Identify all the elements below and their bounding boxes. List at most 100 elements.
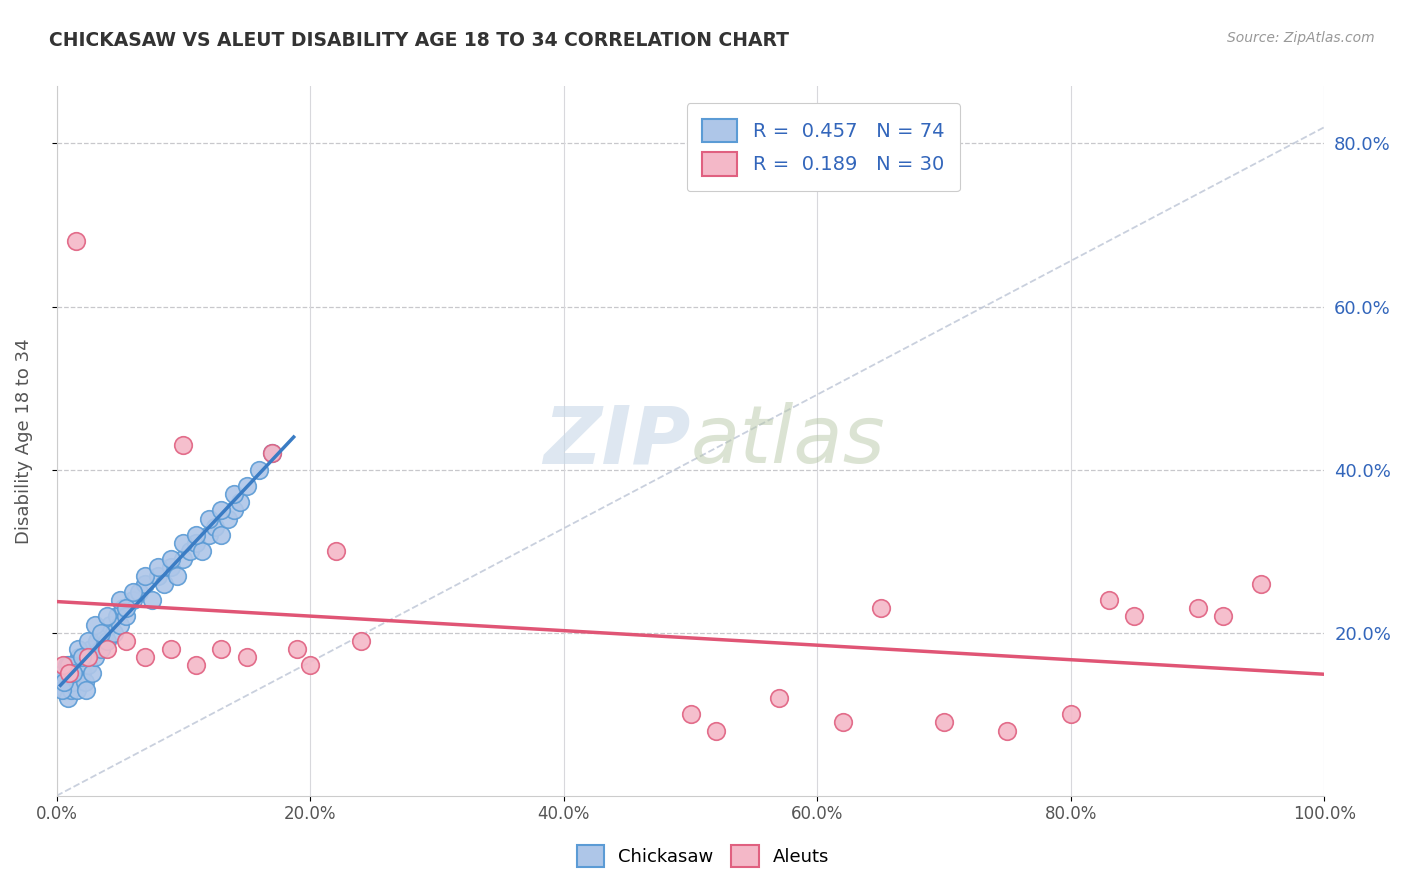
Point xyxy=(197,528,219,542)
Point xyxy=(111,601,134,615)
Point xyxy=(287,642,309,657)
Point xyxy=(65,234,87,248)
Point xyxy=(75,682,97,697)
Point xyxy=(82,666,104,681)
Point xyxy=(209,503,232,517)
Point xyxy=(262,446,284,460)
Point xyxy=(67,650,90,665)
Point xyxy=(53,674,76,689)
Point xyxy=(153,576,176,591)
Point xyxy=(262,446,284,460)
Point xyxy=(204,519,226,533)
Point xyxy=(58,658,80,673)
Point xyxy=(128,585,150,599)
Point xyxy=(73,674,96,689)
Point xyxy=(197,511,219,525)
Point xyxy=(159,552,181,566)
Point xyxy=(65,666,87,681)
Point xyxy=(115,601,138,615)
Point xyxy=(98,617,121,632)
Point xyxy=(121,585,143,599)
Point xyxy=(76,650,98,665)
Point xyxy=(86,633,108,648)
Point xyxy=(83,617,105,632)
Point xyxy=(107,609,129,624)
Point xyxy=(59,682,82,697)
Point xyxy=(184,536,207,550)
Y-axis label: Disability Age 18 to 34: Disability Age 18 to 34 xyxy=(15,338,32,544)
Point xyxy=(115,609,138,624)
Point xyxy=(108,617,131,632)
Point xyxy=(90,642,112,657)
Point xyxy=(77,658,100,673)
Point xyxy=(67,642,90,657)
Point xyxy=(80,642,103,657)
Point xyxy=(1187,601,1209,615)
Point xyxy=(58,666,80,681)
Point xyxy=(115,633,138,648)
Text: ZIP: ZIP xyxy=(543,402,690,480)
Point xyxy=(72,658,94,673)
Point xyxy=(172,536,194,550)
Point xyxy=(141,593,163,607)
Point xyxy=(209,642,232,657)
Point xyxy=(768,690,790,705)
Point xyxy=(70,666,93,681)
Point xyxy=(134,576,156,591)
Point xyxy=(350,633,373,648)
Point xyxy=(49,674,72,689)
Point xyxy=(63,658,86,673)
Point xyxy=(52,666,75,681)
Point xyxy=(704,723,727,738)
Point xyxy=(679,707,702,722)
Point xyxy=(236,650,259,665)
Point xyxy=(869,601,891,615)
Point xyxy=(77,650,100,665)
Point xyxy=(96,609,118,624)
Point xyxy=(108,593,131,607)
Point xyxy=(121,593,143,607)
Point xyxy=(172,552,194,566)
Point xyxy=(52,658,75,673)
Point xyxy=(325,544,347,558)
Point xyxy=(55,682,77,697)
Point xyxy=(146,568,169,582)
Point xyxy=(1250,576,1272,591)
Point xyxy=(831,715,853,730)
Point xyxy=(94,625,117,640)
Point xyxy=(70,650,93,665)
Point xyxy=(159,560,181,574)
Point xyxy=(217,511,239,525)
Point xyxy=(66,682,89,697)
Point xyxy=(997,723,1019,738)
Point xyxy=(1212,609,1234,624)
Text: CHICKASAW VS ALEUT DISABILITY AGE 18 TO 34 CORRELATION CHART: CHICKASAW VS ALEUT DISABILITY AGE 18 TO … xyxy=(49,31,789,50)
Text: Source: ZipAtlas.com: Source: ZipAtlas.com xyxy=(1227,31,1375,45)
Point xyxy=(60,666,83,681)
Text: atlas: atlas xyxy=(690,402,886,480)
Point xyxy=(62,674,84,689)
Point xyxy=(134,650,156,665)
Point xyxy=(146,560,169,574)
Point xyxy=(1060,707,1083,722)
Point xyxy=(166,568,188,582)
Point xyxy=(179,544,201,558)
Legend: R =  0.457   N = 74, R =  0.189   N = 30: R = 0.457 N = 74, R = 0.189 N = 30 xyxy=(686,103,960,192)
Point xyxy=(55,658,77,673)
Point xyxy=(229,495,252,509)
Point xyxy=(1123,609,1146,624)
Point xyxy=(224,487,246,501)
Legend: Chickasaw, Aleuts: Chickasaw, Aleuts xyxy=(569,838,837,874)
Point xyxy=(209,528,232,542)
Point xyxy=(51,682,73,697)
Point xyxy=(96,633,118,648)
Point xyxy=(83,650,105,665)
Point xyxy=(96,642,118,657)
Point xyxy=(58,674,80,689)
Point xyxy=(103,625,125,640)
Point xyxy=(224,503,246,517)
Point xyxy=(932,715,955,730)
Point xyxy=(77,633,100,648)
Point xyxy=(249,462,271,476)
Point xyxy=(191,544,214,558)
